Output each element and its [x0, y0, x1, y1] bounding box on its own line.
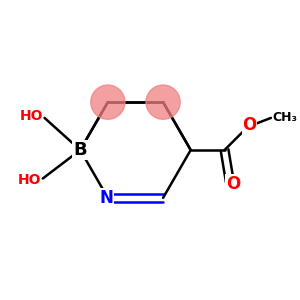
Text: CH₃: CH₃: [273, 111, 298, 124]
Text: O: O: [226, 175, 240, 193]
Text: O: O: [242, 116, 257, 134]
Text: HO: HO: [19, 109, 43, 123]
Circle shape: [146, 85, 180, 119]
Text: N: N: [99, 189, 113, 207]
Text: B: B: [74, 141, 87, 159]
Text: HO: HO: [17, 172, 41, 187]
Circle shape: [91, 85, 125, 119]
